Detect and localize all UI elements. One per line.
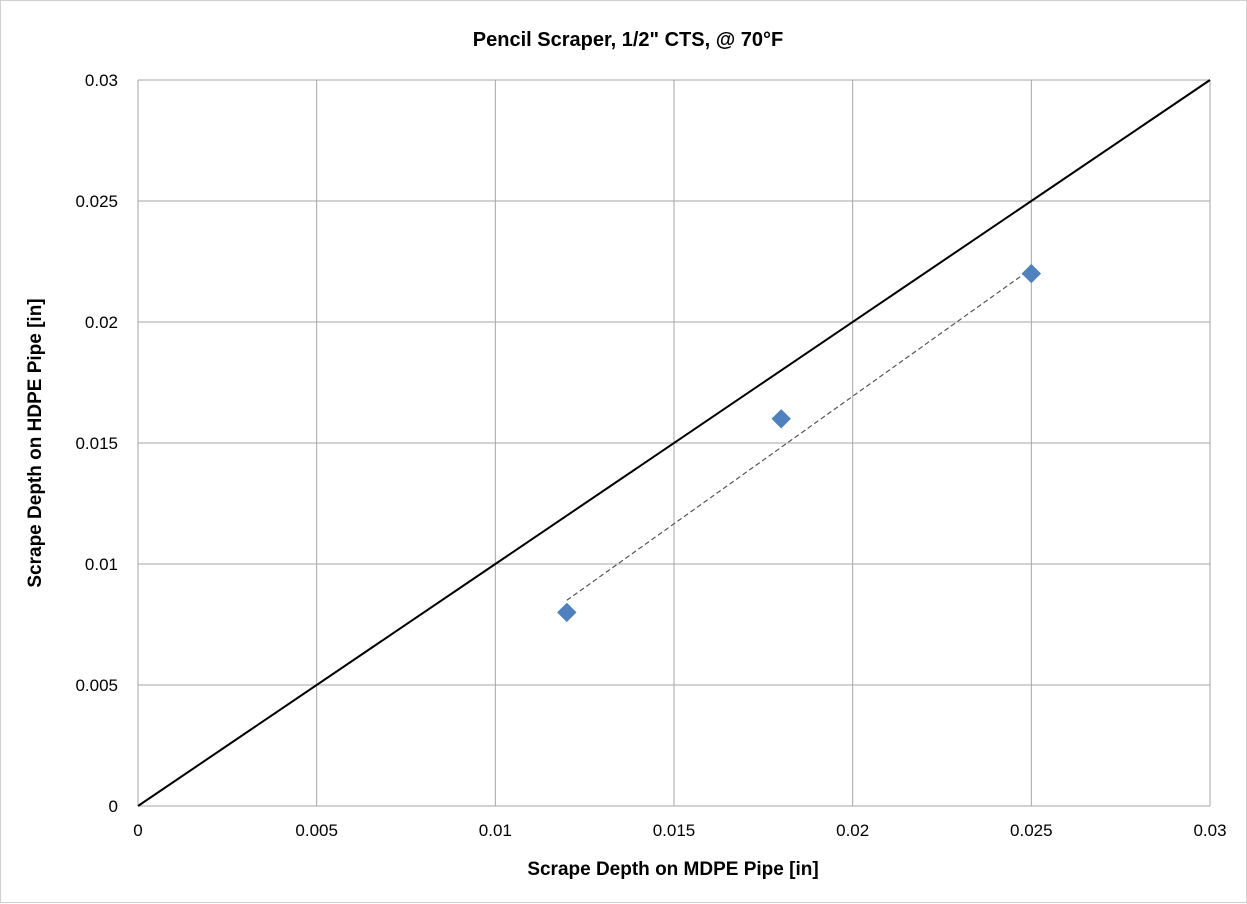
- y-tick-label: 0.01: [85, 555, 118, 574]
- data-point-diamond: [771, 409, 791, 429]
- y-axis-ticks: 0 0.005 0.01 0.015 0.02 0.025 0.03: [75, 71, 118, 816]
- x-tick-label: 0.01: [479, 821, 512, 840]
- chart-title: Pencil Scraper, 1/2" CTS, @ 70°F: [473, 29, 783, 51]
- y-tick-label: 0.005: [75, 676, 118, 695]
- x-axis-label: Scrape Depth on MDPE Pipe [in]: [527, 859, 818, 880]
- x-tick-label: 0.005: [295, 821, 338, 840]
- data-points: [557, 263, 1042, 623]
- x-tick-label: 0: [133, 821, 142, 840]
- y-tick-label: 0.03: [85, 71, 118, 90]
- y-tick-label: 0.025: [75, 192, 118, 211]
- x-tick-label: 0.025: [1010, 821, 1053, 840]
- data-point-diamond: [1021, 263, 1042, 284]
- data-point-diamond: [557, 602, 577, 623]
- x-tick-label: 0.03: [1193, 821, 1226, 840]
- y-tick-label: 0.02: [85, 313, 118, 332]
- trendline: [566, 268, 1032, 601]
- trendline-path: [566, 268, 1032, 601]
- y-axis-label: Scrape Depth on HDPE Pipe [in]: [25, 298, 46, 587]
- y-tick-label: 0.015: [75, 434, 118, 453]
- x-tick-label: 0.02: [836, 821, 869, 840]
- x-tick-label: 0.015: [653, 821, 696, 840]
- y-tick-label: 0: [109, 797, 118, 816]
- x-axis-ticks: 0 0.005 0.01 0.015 0.02 0.025 0.03: [133, 821, 1226, 840]
- reference-line: [137, 79, 1211, 807]
- reference-line-path: [137, 79, 1211, 807]
